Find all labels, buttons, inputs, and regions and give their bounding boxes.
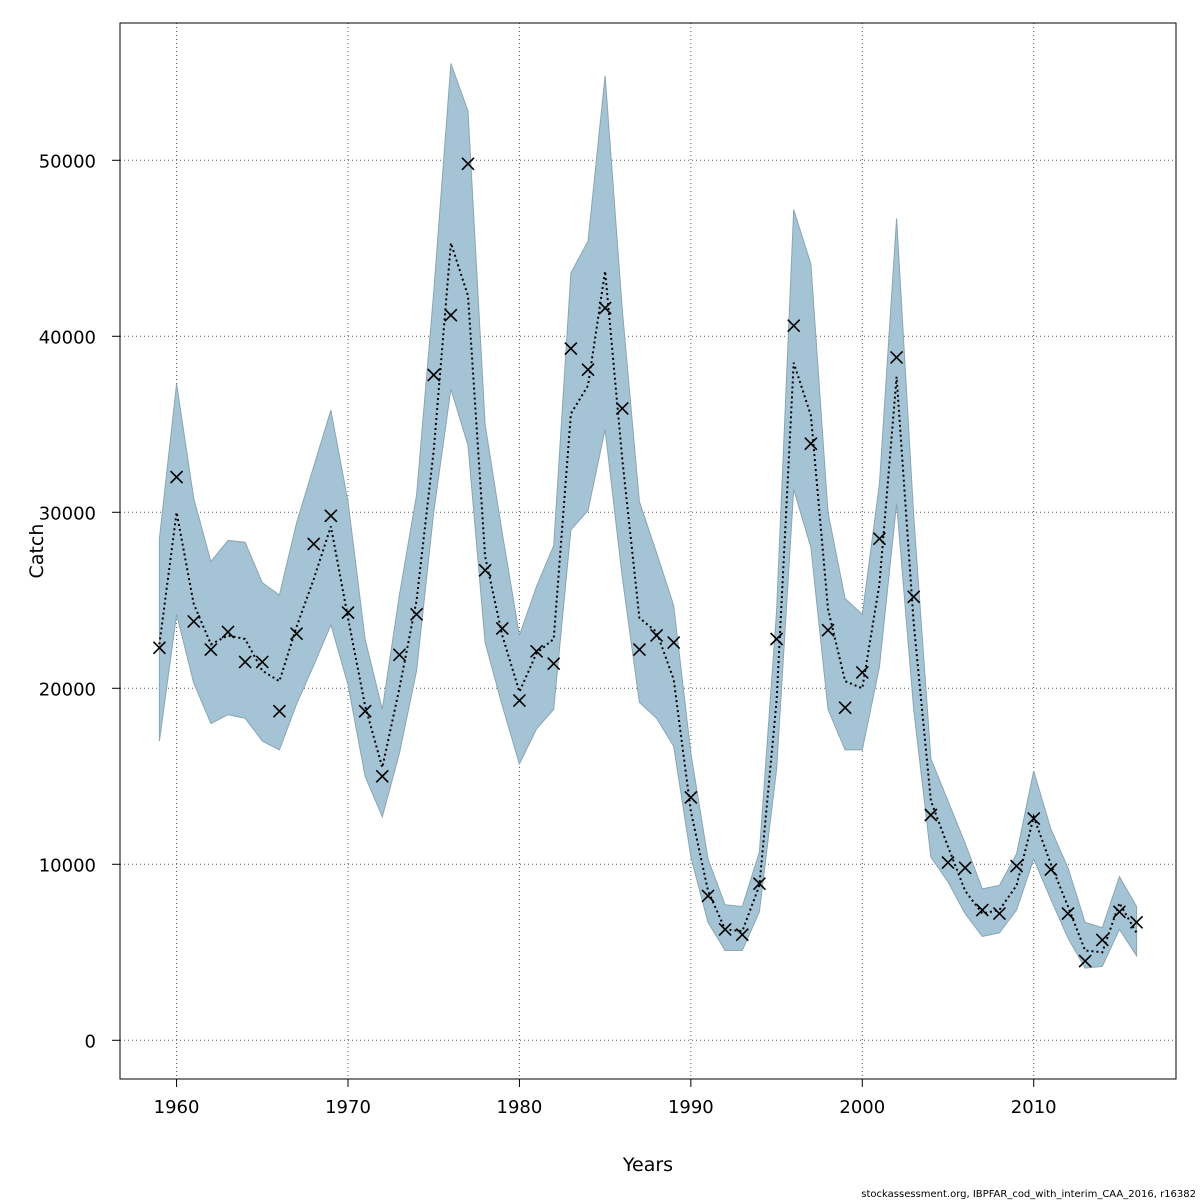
observed-point-1960 — [170, 470, 184, 484]
y-tick-label-0: 0 — [85, 1031, 96, 1052]
observed-point-2011 — [1044, 862, 1058, 877]
observed-point-1964 — [238, 655, 252, 669]
observed-point-1965 — [255, 655, 269, 669]
observed-point-1975 — [427, 368, 441, 382]
y-tick-label-20000: 20000 — [39, 679, 96, 700]
observed-point-1996 — [787, 319, 801, 333]
y-tick-label-10000: 10000 — [39, 855, 96, 876]
y-axis-title: Catch — [26, 524, 48, 579]
observed-catch-points — [152, 157, 1144, 968]
observed-point-1986 — [615, 401, 629, 416]
observed-point-1971 — [358, 704, 372, 718]
y-axis: 0 10000 20000 30000 40000 50000 — [39, 151, 120, 1052]
observed-point-1967 — [290, 627, 304, 641]
observed-point-2016 — [1130, 915, 1144, 929]
observed-point-2010 — [1027, 811, 1041, 826]
observed-point-1998 — [821, 623, 835, 637]
observed-point-1992 — [718, 922, 732, 936]
observed-point-1999 — [838, 701, 852, 715]
observed-point-1977 — [461, 157, 475, 171]
observed-point-2014 — [1095, 933, 1109, 947]
observed-point-2005 — [941, 855, 955, 870]
observed-point-1970 — [341, 606, 355, 620]
observed-point-1973 — [392, 648, 406, 662]
observed-point-1983 — [564, 342, 578, 356]
plot-border — [119, 22, 1177, 1080]
x-axis-title: Years — [622, 1154, 673, 1176]
observed-point-1959 — [152, 641, 166, 655]
observed-point-1984 — [581, 363, 595, 377]
observed-point-2000 — [855, 665, 869, 680]
x-tick-label-1990: 1990 — [668, 1097, 714, 1118]
observed-point-1995 — [770, 632, 784, 646]
source-caption: stockassessment.org, IBPFAR_cod_with_int… — [861, 1189, 1196, 1200]
observed-point-2006 — [958, 861, 972, 875]
observed-point-1987 — [632, 642, 646, 657]
observed-point-1990 — [684, 790, 698, 804]
x-tick-label-2010: 2010 — [1011, 1097, 1057, 1118]
observed-point-2015 — [1112, 905, 1126, 919]
x-tick-label-2000: 2000 — [839, 1097, 885, 1118]
observed-point-1994 — [752, 877, 766, 891]
x-tick-label-1960: 1960 — [154, 1097, 200, 1118]
observed-point-2002 — [890, 350, 904, 364]
observed-point-1997 — [804, 437, 818, 451]
observed-point-1972 — [375, 769, 389, 783]
observed-point-1978 — [478, 563, 492, 577]
x-tick-label-1980: 1980 — [497, 1097, 543, 1118]
observed-point-1979 — [495, 621, 509, 636]
y-tick-label-30000: 30000 — [39, 503, 96, 524]
observed-point-2001 — [872, 532, 886, 546]
observed-point-1981 — [530, 644, 544, 658]
y-tick-label-50000: 50000 — [39, 151, 96, 172]
observed-point-1974 — [410, 607, 424, 621]
observed-point-1980 — [512, 694, 526, 708]
observed-point-1988 — [650, 628, 664, 643]
observed-point-2013 — [1078, 954, 1092, 968]
observed-point-2007 — [975, 903, 989, 917]
observed-point-1961 — [187, 614, 201, 628]
observed-point-1993 — [735, 928, 749, 942]
observed-point-2004 — [924, 808, 938, 822]
x-tick-label-1970: 1970 — [325, 1097, 371, 1118]
observed-point-1976 — [444, 308, 458, 322]
observed-point-1991 — [701, 889, 715, 903]
observed-point-1963 — [221, 625, 235, 639]
confidence-band — [158, 63, 1138, 969]
observed-point-2009 — [1010, 859, 1024, 873]
observed-point-1989 — [667, 635, 681, 650]
observed-point-1968 — [307, 537, 321, 551]
observed-point-1962 — [204, 642, 218, 657]
observed-point-2003 — [907, 590, 921, 604]
x-axis: 1960 1970 1980 1990 2000 2010 — [154, 1079, 1057, 1118]
observed-point-2012 — [1061, 906, 1075, 921]
observed-point-1985 — [598, 301, 612, 315]
observed-point-1969 — [324, 509, 338, 523]
observed-point-2008 — [992, 906, 1006, 921]
observed-point-1982 — [547, 657, 561, 671]
y-tick-label-40000: 40000 — [39, 327, 96, 348]
observed-point-1966 — [272, 704, 286, 718]
